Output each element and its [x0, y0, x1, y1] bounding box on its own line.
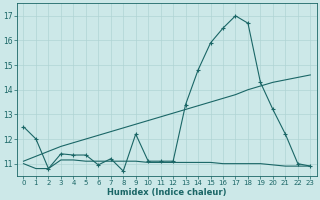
X-axis label: Humidex (Indice chaleur): Humidex (Indice chaleur) [107, 188, 227, 197]
